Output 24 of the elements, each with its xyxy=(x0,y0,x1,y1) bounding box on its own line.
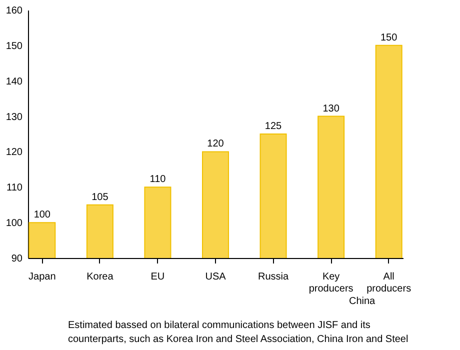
y-tick-label: 90 xyxy=(11,254,23,264)
x-tick-label: Key producers xyxy=(308,272,354,294)
x-tick-label: Russia xyxy=(258,272,289,282)
data-label: 130 xyxy=(322,103,340,114)
data-label: 100 xyxy=(34,210,51,221)
data-label: 125 xyxy=(264,121,282,132)
x-tick-label: All producers xyxy=(366,272,412,294)
x-tick-label: Korea xyxy=(86,272,114,282)
data-label: 105 xyxy=(92,192,109,203)
y-tick-label: 130 xyxy=(6,112,23,123)
y-tick-label: 100 xyxy=(6,218,23,230)
y-tick-label: 150 xyxy=(6,40,23,52)
data-label: 110 xyxy=(150,174,166,186)
y-tick-label: 160 xyxy=(6,6,23,16)
y-tick-label: 110 xyxy=(6,182,23,194)
text: Estimated bassed on bilateral communications between JISF and its counterparts, such as Korea Iron and Steel Association, China Iron and Steel xyxy=(68,320,408,345)
y-tick-label: 140 xyxy=(6,76,23,88)
x-tick-label: USA xyxy=(205,272,226,282)
text: China xyxy=(348,296,376,307)
x-tick-label: Japan xyxy=(28,272,56,282)
data-label: 150 xyxy=(380,32,398,44)
y-tick-label: 120 xyxy=(6,147,23,158)
x-tick-label: EU xyxy=(150,272,165,282)
data-label: 120 xyxy=(207,138,224,150)
